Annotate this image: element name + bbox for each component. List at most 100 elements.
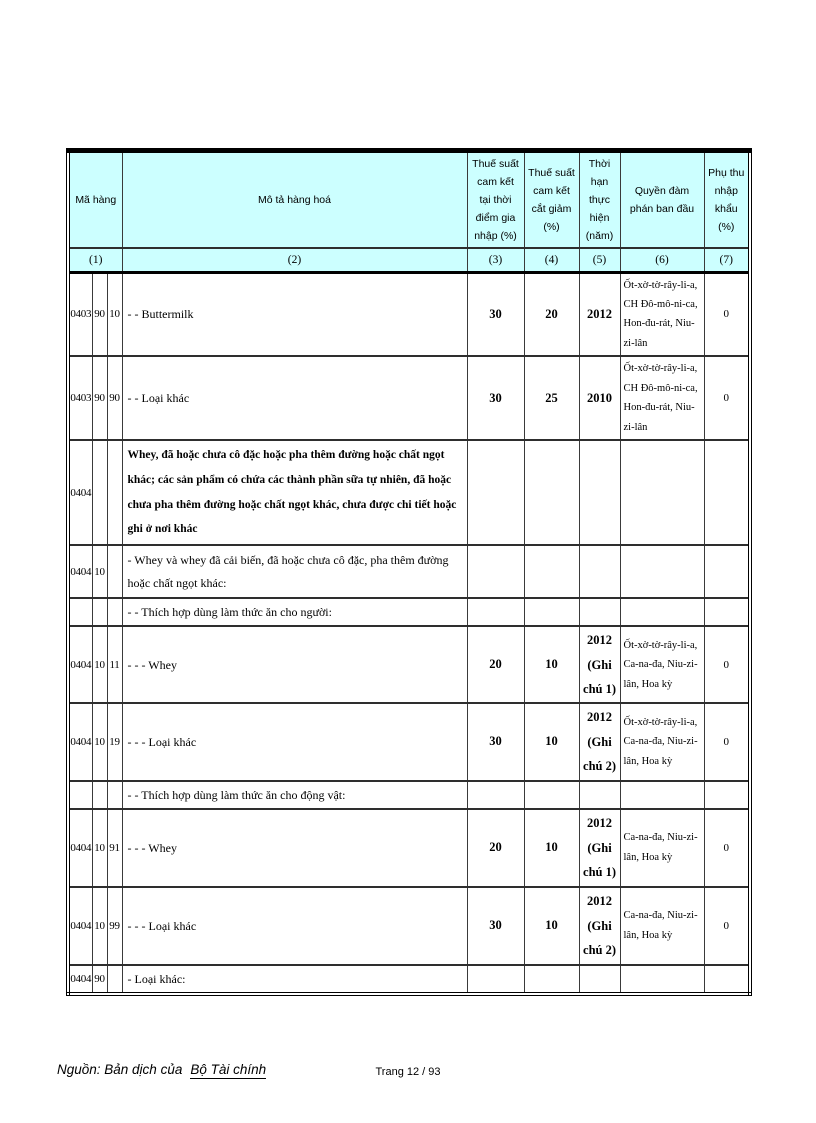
description-cell: - - Thích hợp dùng làm thức ăn cho động … [121, 779, 468, 810]
rate-cut-cell [523, 779, 580, 810]
code-cell: 99 [106, 885, 123, 966]
negotiation-cell [619, 544, 705, 600]
rate-cut-cell: 10 [523, 885, 580, 966]
surcharge-cell: 0 [703, 885, 751, 966]
table-row: 0403 90 90 - - Loại khác 30 25 2010 Ốt-x… [67, 355, 751, 442]
code-cell: 90 [106, 355, 123, 442]
negotiation-cell: Ca-na-đa, Niu-zi-lân, Hoa kỳ [619, 885, 705, 966]
description-cell: - - - Loại khác [121, 702, 468, 782]
rate-entry-cell: 30 [466, 885, 525, 966]
description-cell: - - Thích hợp dùng làm thức ăn cho người… [121, 597, 468, 628]
code-cell [91, 597, 108, 628]
table-row: 0404 90 - Loại khác: [67, 963, 751, 995]
code-cell: 90 [91, 963, 108, 995]
code-cell: 10 [91, 544, 108, 600]
period-cell [578, 544, 621, 600]
rate-entry-cell [466, 439, 525, 547]
code-cell [67, 779, 93, 810]
table-row: 0404 Whey, đã hoặc chưa cô đặc hoặc pha … [67, 439, 751, 547]
col-header-ma-hang: Mã hàng [67, 149, 123, 250]
code-cell: 0404 [67, 439, 93, 547]
period-cell: 2010 [578, 355, 621, 442]
period-cell: 2012 (Ghi chú 1) [578, 807, 621, 888]
table-row: - - Thích hợp dùng làm thức ăn cho động … [67, 779, 751, 810]
negotiation-cell [619, 439, 705, 547]
table-row: 0404 10 11 - - - Whey 20 10 2012 (Ghi ch… [67, 625, 751, 705]
code-cell: 19 [106, 702, 123, 782]
description-cell: - - - Whey [121, 807, 468, 888]
description-cell: - - - Loại khác [121, 885, 468, 966]
col-number-6: (6) [619, 247, 705, 274]
rate-entry-cell [466, 963, 525, 995]
rate-cut-cell: 10 [523, 702, 580, 782]
negotiation-cell: Ốt-xờ-tờ-rây-li-a, CH Đô-mô-ni-ca, Hon-đ… [619, 355, 705, 442]
period-cell [578, 439, 621, 547]
code-cell: 90 [91, 271, 108, 358]
rate-entry-cell: 30 [466, 702, 525, 782]
code-cell [91, 439, 108, 547]
code-cell: 0404 [67, 963, 93, 995]
surcharge-cell [703, 439, 751, 547]
surcharge-cell [703, 597, 751, 628]
footer-source-prefix: Nguồn: Bản dịch của [57, 1062, 183, 1077]
tariff-table: Mã hàng Mô tả hàng hoá Thuế suất cam kết… [66, 148, 753, 996]
code-cell [106, 963, 123, 995]
rate-cut-cell: 10 [523, 625, 580, 705]
surcharge-cell [703, 963, 751, 995]
code-cell [106, 439, 123, 547]
rate-cut-cell [523, 544, 580, 600]
table-row: 0404 10 99 - - - Loại khác 30 10 2012 (G… [67, 885, 751, 966]
col-number-3: (3) [466, 247, 525, 274]
col-header-thue-giam: Thuế suất cam kết cắt giảm (%) [523, 149, 580, 250]
rate-entry-cell [466, 597, 525, 628]
negotiation-cell [619, 597, 705, 628]
code-cell: 10 [91, 885, 108, 966]
col-header-phu-thu: Phụ thu nhập khẩu (%) [703, 149, 751, 250]
description-cell: - - Loại khác [121, 355, 468, 442]
col-header-thue-nhap: Thuế suất cam kết tại thời điểm gia nhập… [466, 149, 525, 250]
code-cell [91, 779, 108, 810]
rate-cut-cell [523, 439, 580, 547]
code-cell [106, 779, 123, 810]
col-header-quyen-dam-phan: Quyền đàm phán ban đầu [619, 149, 705, 250]
description-cell: - Whey và whey đã cải biến, đã hoặc chưa… [121, 544, 468, 600]
surcharge-cell: 0 [703, 807, 751, 888]
code-cell [106, 544, 123, 600]
col-number-5: (5) [578, 247, 621, 274]
rate-entry-cell: 30 [466, 355, 525, 442]
negotiation-cell: Ốt-xờ-tờ-rây-li-a, Ca-na-đa, Niu-zi-lân,… [619, 702, 705, 782]
period-cell: 2012 [578, 271, 621, 358]
col-number-4: (4) [523, 247, 580, 274]
code-cell: 0404 [67, 544, 93, 600]
rate-cut-cell: 20 [523, 271, 580, 358]
surcharge-cell: 0 [703, 271, 751, 358]
description-cell: - - - Whey [121, 625, 468, 705]
table-row: - - Thích hợp dùng làm thức ăn cho người… [67, 597, 751, 628]
page-number: Trang 12 / 93 [375, 1066, 441, 1078]
rate-cut-cell [523, 597, 580, 628]
code-cell: 10 [106, 271, 123, 358]
col-number-7: (7) [703, 247, 751, 274]
rate-entry-cell [466, 779, 525, 810]
code-cell: 91 [106, 807, 123, 888]
column-number-row: (1) (2) (3) (4) (5) (6) (7) [67, 247, 751, 274]
period-cell [578, 963, 621, 995]
code-cell: 10 [91, 625, 108, 705]
period-cell: 2012 (Ghi chú 1) [578, 625, 621, 705]
code-cell: 0404 [67, 625, 93, 705]
negotiation-cell: Ốt-xờ-tờ-rây-li-a, Ca-na-đa, Niu-zi-lân,… [619, 625, 705, 705]
negotiation-cell [619, 779, 705, 810]
rate-cut-cell [523, 963, 580, 995]
table-row: 0404 10 - Whey và whey đã cải biến, đã h… [67, 544, 751, 600]
negotiation-cell: Ốt-xờ-tờ-rây-li-a, CH Đô-mô-ni-ca, Hon-đ… [619, 271, 705, 358]
rate-entry-cell: 30 [466, 271, 525, 358]
table-row: 0404 10 19 - - - Loại khác 30 10 2012 (G… [67, 702, 751, 782]
description-cell: Whey, đã hoặc chưa cô đặc hoặc pha thêm … [121, 439, 468, 547]
rate-cut-cell: 25 [523, 355, 580, 442]
code-cell: 0404 [67, 702, 93, 782]
period-cell: 2012 (Ghi chú 2) [578, 702, 621, 782]
col-number-2: (2) [121, 247, 468, 274]
rate-entry-cell: 20 [466, 807, 525, 888]
surcharge-cell: 0 [703, 625, 751, 705]
code-cell: 10 [91, 702, 108, 782]
